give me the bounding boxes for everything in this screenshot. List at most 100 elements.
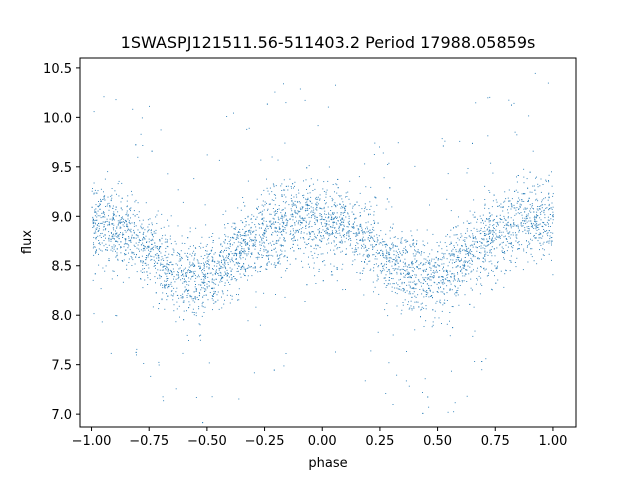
- data-point: [386, 261, 388, 263]
- data-point: [120, 241, 122, 243]
- data-point: [164, 287, 166, 289]
- data-point: [507, 212, 509, 214]
- data-point: [112, 216, 114, 218]
- data-point: [136, 348, 138, 350]
- data-point: [512, 232, 514, 234]
- data-point: [184, 286, 186, 288]
- data-point: [98, 223, 99, 224]
- data-point: [117, 259, 119, 261]
- data-point: [484, 199, 486, 200]
- data-point: [512, 234, 514, 236]
- data-point: [385, 274, 387, 276]
- data-point: [194, 280, 196, 282]
- data-point: [457, 278, 459, 280]
- data-point: [154, 261, 156, 263]
- data-point: [285, 102, 287, 104]
- data-point: [128, 237, 130, 239]
- data-point: [118, 180, 120, 182]
- data-point: [377, 331, 379, 333]
- data-point: [135, 234, 137, 236]
- data-point: [473, 254, 475, 256]
- data-point: [225, 250, 227, 251]
- data-point: [453, 255, 455, 257]
- data-point: [159, 240, 161, 242]
- data-point: [491, 263, 493, 265]
- data-point: [131, 252, 133, 254]
- data-point: [340, 214, 342, 216]
- data-point: [464, 257, 466, 258]
- data-point: [308, 243, 310, 244]
- data-point: [265, 268, 267, 270]
- data-point: [452, 254, 454, 256]
- data-point: [322, 253, 324, 255]
- data-point: [175, 243, 177, 245]
- data-point: [169, 238, 171, 240]
- data-point: [532, 150, 534, 152]
- data-point: [165, 247, 167, 249]
- data-point: [252, 231, 254, 233]
- data-point: [334, 235, 335, 237]
- data-point: [360, 215, 361, 216]
- data-point: [471, 270, 473, 272]
- data-point: [421, 251, 423, 252]
- data-point: [344, 241, 346, 243]
- data-point: [153, 265, 155, 267]
- data-point: [107, 171, 109, 173]
- data-point: [250, 233, 252, 235]
- data-point: [541, 210, 543, 212]
- data-point: [463, 222, 465, 224]
- data-point: [181, 270, 183, 271]
- data-point: [176, 301, 178, 303]
- data-point: [302, 219, 304, 221]
- data-point: [283, 229, 284, 231]
- data-point: [552, 215, 554, 217]
- data-point: [189, 261, 191, 263]
- data-point: [546, 221, 548, 223]
- data-point: [420, 309, 422, 311]
- data-point: [383, 283, 385, 285]
- data-point: [189, 272, 190, 273]
- data-point: [279, 237, 281, 239]
- data-point: [424, 269, 426, 271]
- data-point: [492, 219, 494, 221]
- data-point: [441, 248, 443, 250]
- data-point: [214, 260, 216, 262]
- data-point: [183, 268, 185, 270]
- data-point: [196, 276, 198, 278]
- data-point: [136, 214, 138, 215]
- data-point: [148, 247, 150, 249]
- data-point: [541, 207, 543, 209]
- data-point: [486, 218, 488, 220]
- data-point: [325, 196, 327, 198]
- data-point: [113, 246, 115, 248]
- data-point: [537, 209, 539, 211]
- data-point: [368, 232, 370, 234]
- data-point: [156, 257, 158, 259]
- data-point: [488, 233, 490, 235]
- data-point: [473, 216, 475, 218]
- data-point: [117, 220, 119, 222]
- data-point: [284, 207, 286, 209]
- data-point: [296, 207, 297, 209]
- data-point: [250, 218, 252, 220]
- data-point: [251, 240, 253, 242]
- data-point: [395, 268, 397, 270]
- data-point: [180, 275, 182, 277]
- data-point: [514, 190, 516, 192]
- data-point: [504, 273, 506, 275]
- data-point: [410, 305, 412, 307]
- data-point: [243, 248, 245, 250]
- data-point: [444, 242, 446, 244]
- data-point: [454, 285, 456, 287]
- data-point: [313, 233, 315, 235]
- data-point: [284, 225, 286, 226]
- data-point: [146, 255, 148, 256]
- data-point: [367, 237, 369, 238]
- data-point: [332, 274, 334, 276]
- data-point: [354, 221, 355, 223]
- data-point: [243, 232, 245, 234]
- data-point: [403, 288, 404, 290]
- data-point: [373, 267, 375, 269]
- data-point: [291, 225, 293, 227]
- data-point: [120, 232, 121, 233]
